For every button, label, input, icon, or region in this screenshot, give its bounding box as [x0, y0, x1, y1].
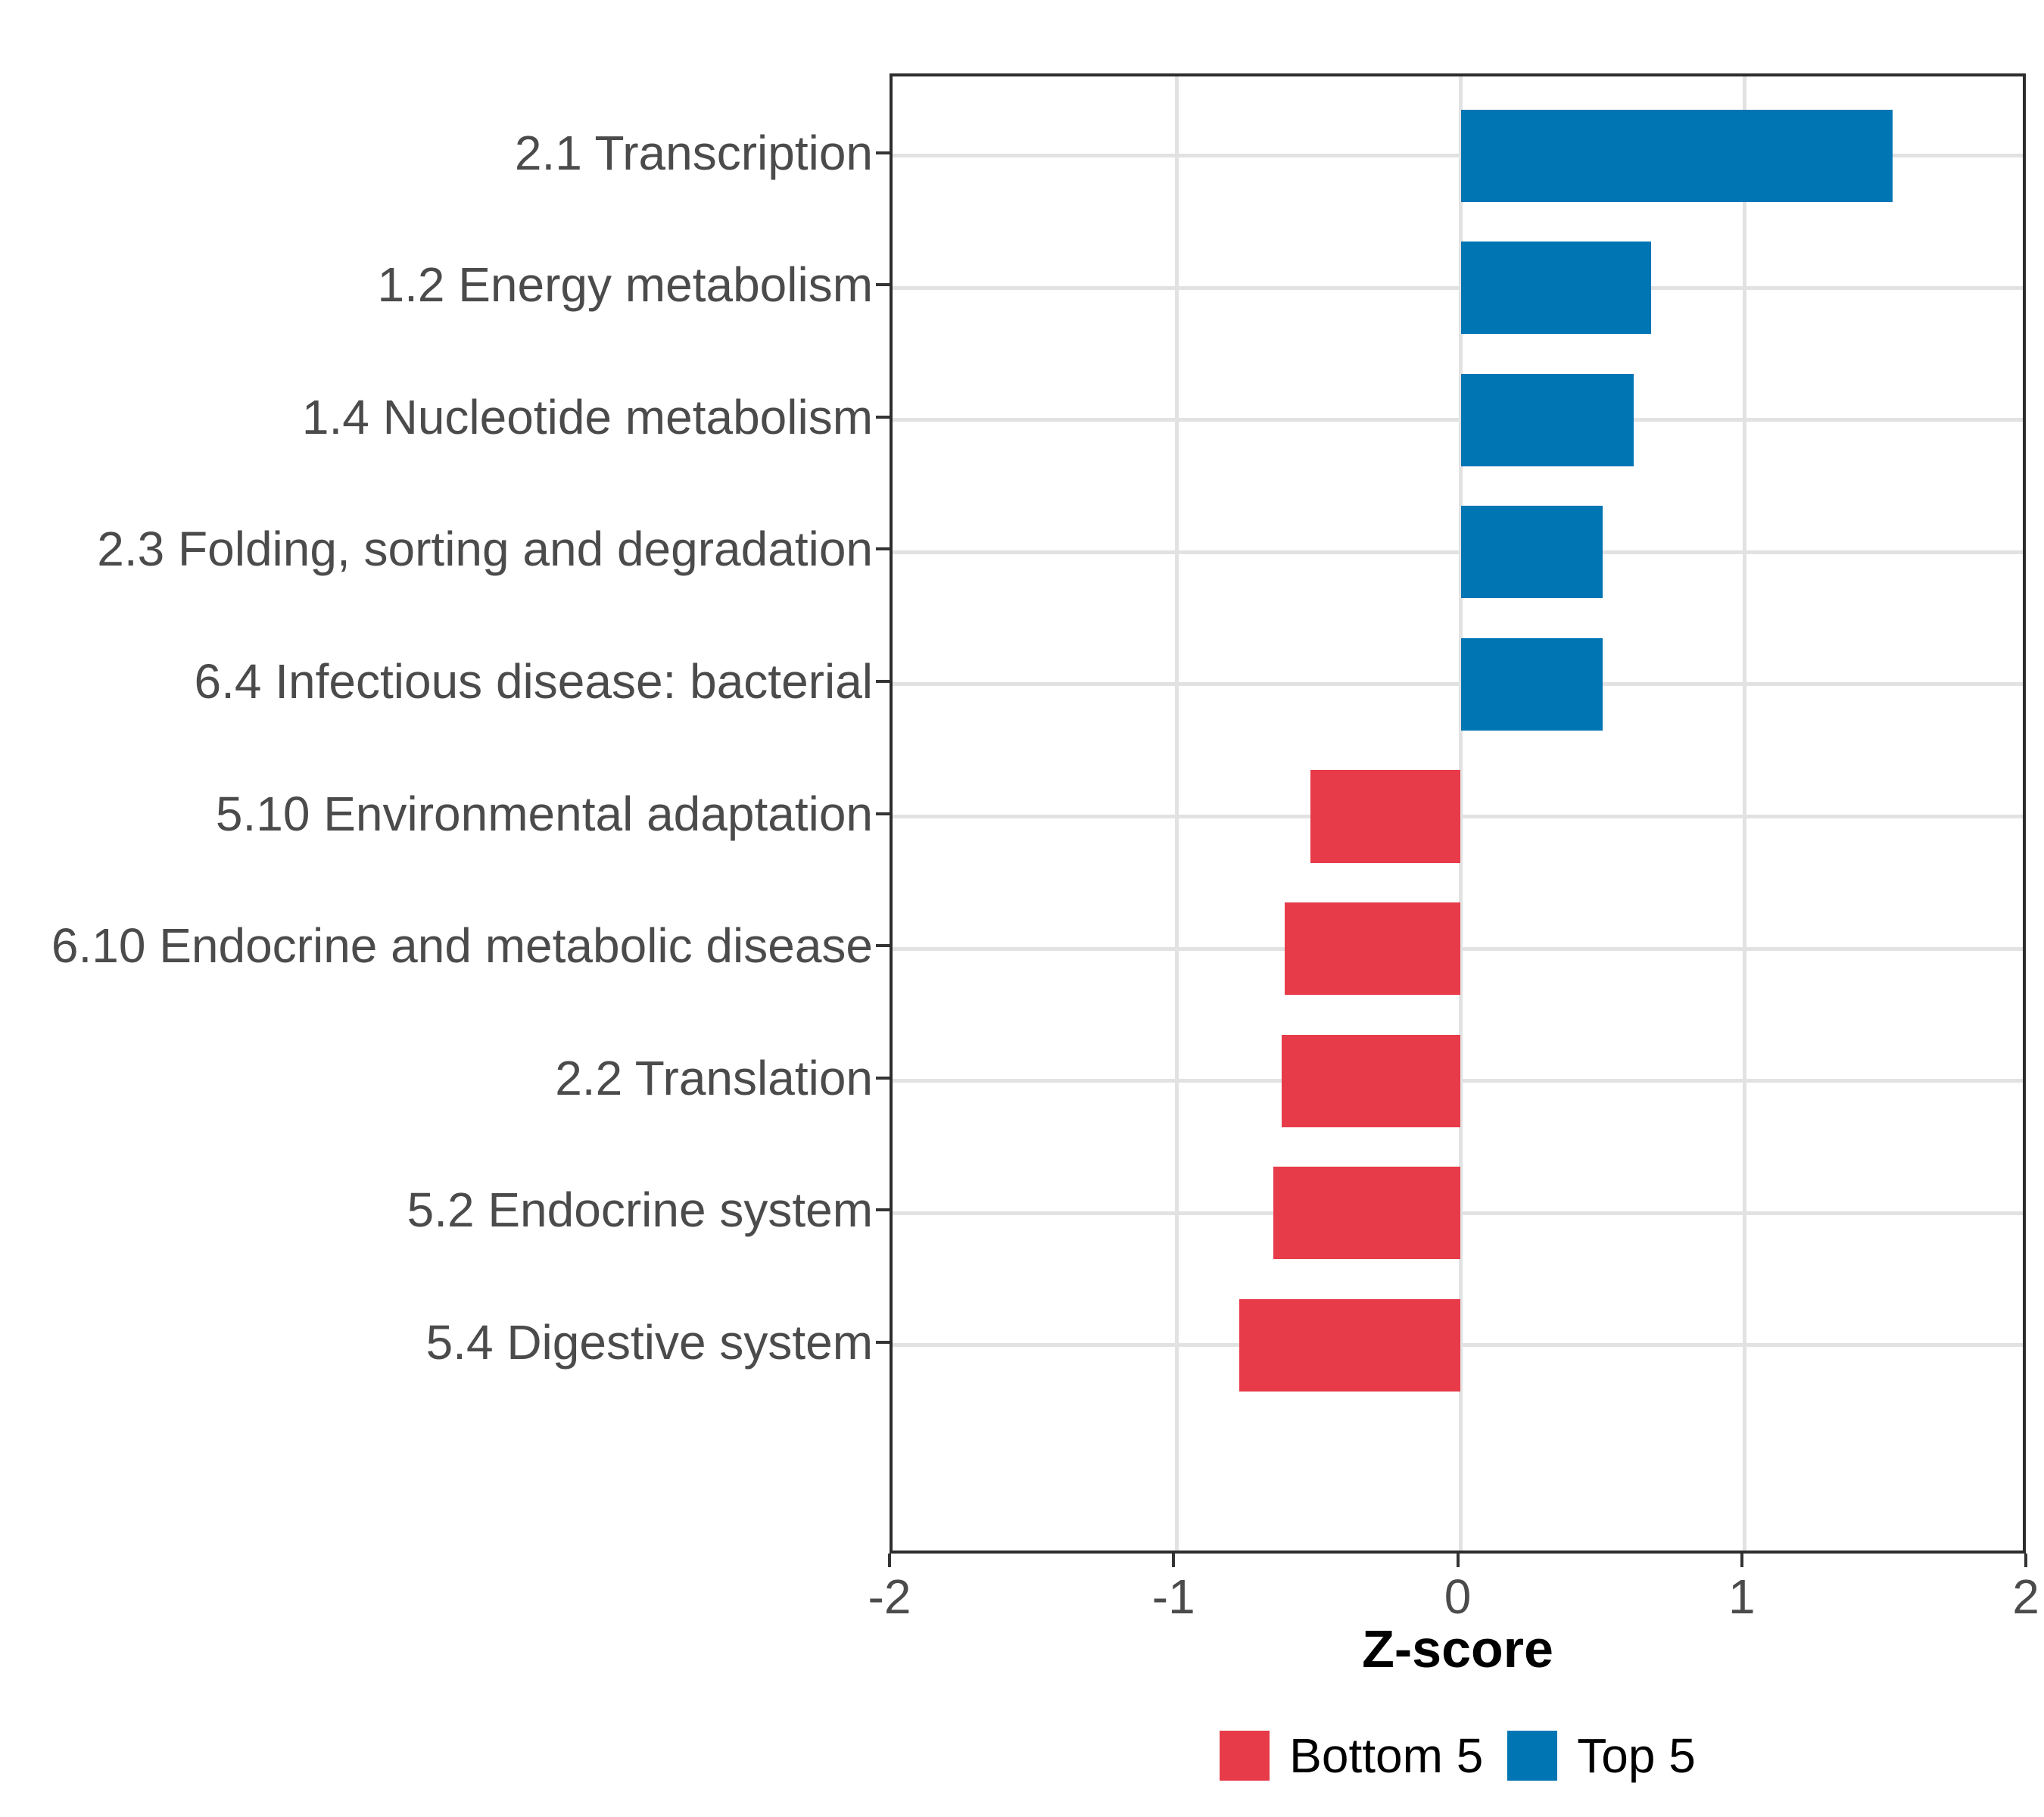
- bar-2-2-translation: [1282, 1034, 1461, 1127]
- y-tick-mark-10: [876, 1340, 890, 1344]
- legend-label-bottom5: Bottom 5: [1289, 1728, 1484, 1783]
- gridline-y-row5: [893, 682, 2023, 687]
- x-tick-mark-2: [2024, 1554, 2027, 1567]
- x-tick-mark-0: [1456, 1554, 1460, 1567]
- bar-5-10-environmental-adaptation: [1310, 770, 1461, 863]
- y-tick-mark-6: [876, 812, 890, 815]
- bar-1-2-energy-metabolism: [1460, 242, 1651, 335]
- y-axis-label-1: 2.1 Transcription: [514, 125, 873, 180]
- x-tick-mark-1: [1740, 1554, 1743, 1567]
- legend: Bottom 5 Top 5: [890, 1728, 2026, 1784]
- x-tick-label--2: -2: [868, 1569, 911, 1624]
- y-tick-mark-2: [876, 283, 890, 287]
- y-axis-label-5: 6.4 Infectious disease: bacterial: [194, 653, 873, 709]
- y-axis-label-4: 2.3 Folding, sorting and degradation: [97, 522, 873, 577]
- y-tick-mark-1: [876, 151, 890, 154]
- gridline-x-0: [1459, 76, 1463, 1551]
- x-tick-label-2: 2: [2012, 1569, 2039, 1624]
- legend-entry-top5: Top 5: [1507, 1728, 1696, 1784]
- legend-entry-bottom5: Bottom 5: [1220, 1728, 1483, 1784]
- bar-6-10-endocrine-and-metabolic-disease: [1284, 902, 1461, 996]
- bar-5-2-endocrine-system: [1273, 1167, 1461, 1260]
- y-axis-label-2: 1.2 Energy metabolism: [377, 257, 873, 313]
- y-tick-mark-3: [876, 415, 890, 419]
- x-tick-label--1: -1: [1151, 1569, 1195, 1624]
- y-tick-mark-8: [876, 1076, 890, 1080]
- legend-key-top5-swatch: [1507, 1731, 1558, 1781]
- bar-6-4-infectious-disease-bacterial: [1460, 637, 1603, 731]
- bar-2-3-folding-sorting-and-degradation: [1460, 506, 1603, 599]
- gridline-y-row2: [893, 285, 2023, 290]
- legend-key-bottom5-swatch: [1220, 1731, 1270, 1781]
- bar-5-4-digestive-system: [1239, 1298, 1461, 1392]
- x-tick-mark--1: [1172, 1554, 1176, 1567]
- x-tick-label-1: 1: [1728, 1569, 1756, 1624]
- gridline-y-row1: [893, 154, 2023, 158]
- gridline-x-1: [1743, 76, 1747, 1551]
- y-axis-label-9: 5.2 Endocrine system: [407, 1183, 873, 1238]
- bar-2-1-transcription: [1460, 109, 1893, 202]
- y-axis-label-8: 2.2 Translation: [555, 1050, 873, 1105]
- y-axis-label-3: 1.4 Nucleotide metabolism: [301, 389, 873, 444]
- gridline-y-row3: [893, 418, 2023, 422]
- gridline-x--1: [1174, 76, 1179, 1551]
- y-tick-mark-5: [876, 679, 890, 683]
- y-tick-mark-7: [876, 944, 890, 948]
- bar-1-4-nucleotide-metabolism: [1460, 373, 1634, 466]
- y-tick-mark-4: [876, 547, 890, 551]
- plot-panel: [890, 73, 2026, 1554]
- y-tick-mark-9: [876, 1208, 890, 1212]
- y-axis-label-7: 6.10 Endocrine and metabolic disease: [51, 918, 873, 974]
- gridline-y-row4: [893, 550, 2023, 554]
- x-tick-label-0: 0: [1444, 1569, 1472, 1624]
- y-axis-label-6: 5.10 Environmental adaptation: [215, 786, 873, 841]
- x-tick-mark--2: [888, 1554, 891, 1567]
- y-axis-label-10: 5.4 Digestive system: [425, 1314, 873, 1370]
- x-axis-title: Z-score: [1362, 1619, 1553, 1678]
- legend-label-top5: Top 5: [1577, 1728, 1696, 1783]
